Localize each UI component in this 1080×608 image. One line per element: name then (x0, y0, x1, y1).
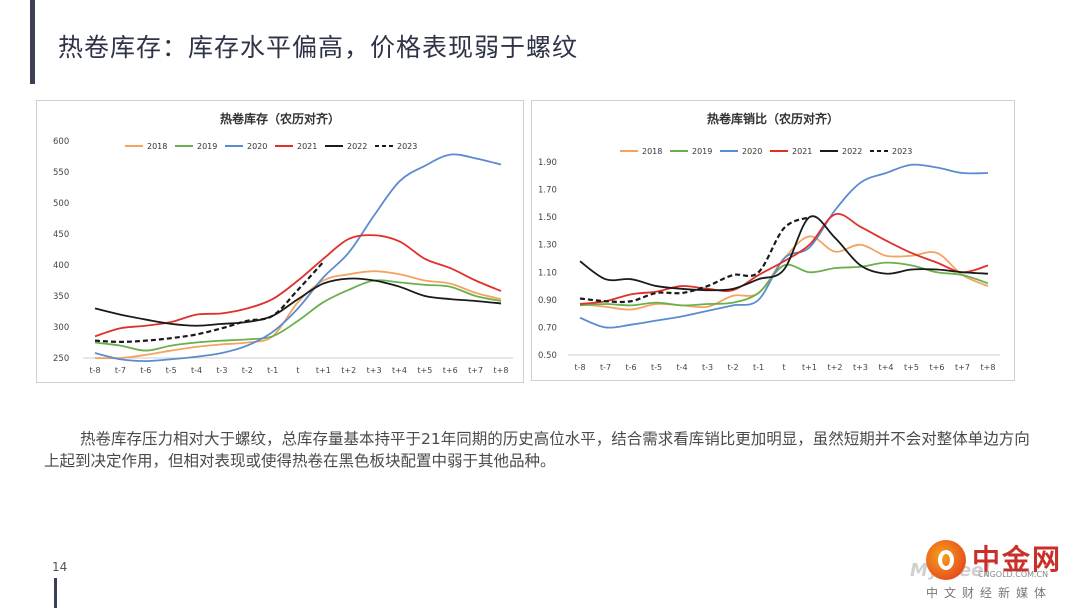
series-line-2020 (579, 163, 989, 329)
y-tick-label: 600 (53, 137, 69, 147)
legend-label: 2018 (642, 147, 662, 156)
inventory-chart-panel: 热卷库存（农历对齐） 250 300 350 400 450 500 550 600 t-8 t-7… (36, 100, 524, 383)
series-line-2023 (94, 261, 325, 343)
x-tick-label: t-7 (115, 366, 126, 375)
x-tick-label: t+1 (802, 363, 817, 372)
logo-subtitle: 中文财经新媒体 (926, 586, 1053, 600)
logo-name: 中金网 (972, 543, 1063, 576)
x-tick-label: t-6 (140, 366, 151, 375)
x-tick-label: t-7 (600, 363, 611, 372)
series-line-2018 (94, 270, 502, 360)
x-tick-label: t+8 (494, 366, 509, 375)
series-line-2023 (579, 216, 810, 304)
x-tick-label: t+6 (443, 366, 458, 375)
logo-mark-icon (926, 540, 966, 580)
x-tick-label: t-2 (242, 366, 253, 375)
x-tick-label: t (296, 366, 299, 375)
y-tick-label: 550 (53, 168, 69, 178)
y-tick-label: 0.90 (538, 296, 557, 306)
y-tick-label: 1.70 (538, 186, 557, 196)
series-line-2018 (579, 235, 989, 311)
summary-text: 热卷库存压力相对大于螺纹，总库存量基本持平于21年同期的历史高位水平，结合需求看… (44, 430, 1030, 470)
legend-label: 2021 (792, 147, 812, 156)
summary-paragraph: 热卷库存压力相对大于螺纹，总库存量基本持平于21年同期的历史高位水平，结合需求看… (44, 428, 1034, 472)
y-tick-label: 0.70 (538, 323, 557, 333)
x-tick-label: t-4 (191, 366, 202, 375)
page-number: 14 (52, 560, 68, 574)
x-tick-label: t (782, 363, 785, 372)
x-tick-label: t+1 (316, 366, 331, 375)
x-tick-label: t+5 (904, 363, 919, 372)
x-tick-label: t-4 (676, 363, 687, 372)
legend-label: 2019 (197, 142, 217, 151)
x-tick-label: t+4 (392, 366, 407, 375)
inventory-chart: 热卷库存（农历对齐） 250 300 350 400 450 500 550 600 t-8 t-7… (53, 111, 513, 375)
x-tick-label: t+6 (930, 363, 945, 372)
logo-url: CNGOLD.COM.CN (978, 570, 1049, 579)
y-tick-label: 1.10 (538, 268, 557, 278)
y-tick-label: 400 (53, 261, 69, 271)
legend-label: 2023 (397, 142, 417, 151)
series-line-2022 (579, 215, 989, 292)
x-tick-label: t+5 (417, 366, 432, 375)
x-tick-label: t+7 (955, 363, 970, 372)
y-tick-label: 1.50 (538, 213, 557, 223)
legend-label: 2019 (692, 147, 712, 156)
series-line-2019 (579, 261, 989, 307)
x-tick-label: t-8 (89, 366, 100, 375)
legend-label: 2023 (892, 147, 912, 156)
x-tick-label: t-6 (625, 363, 636, 372)
x-tick-label: t-2 (727, 363, 738, 372)
x-tick-label: t+2 (828, 363, 843, 372)
series-line-2021 (579, 212, 989, 305)
stock-to-sales-chart: 热卷库销比（农历对齐） 0.50 0.70 0.90 1.10 1.30 1.50 1.70 1… (538, 111, 1000, 372)
stock-to-sales-chart-panel: 热卷库销比（农历对齐） 0.50 0.70 0.90 1.10 1.30 1.50 1.70 1… (531, 100, 1015, 381)
x-tick-label: t+8 (981, 363, 996, 372)
footer-accent-bar (54, 578, 57, 608)
x-tick-label: t+3 (367, 366, 382, 375)
legend-label: 2022 (347, 142, 367, 151)
chart-title: 热卷库销比（农历对齐） (707, 111, 839, 126)
y-tick-label: 1.90 (538, 158, 557, 168)
slide-title: 热卷库存：库存水平偏高，价格表现弱于螺纹 (58, 33, 579, 62)
x-tick-label: t-5 (166, 366, 177, 375)
y-tick-label: 250 (53, 354, 69, 364)
x-tick-label: t-1 (267, 366, 278, 375)
y-tick-label: 350 (53, 292, 69, 302)
x-tick-label: t+7 (468, 366, 483, 375)
x-tick-label: t-3 (702, 363, 713, 372)
x-tick-label: t+3 (853, 363, 868, 372)
y-tick-label: 1.30 (538, 241, 557, 251)
brand-logo: Mysteel 中金网 CNGOLD.COM.CN 中文财经新媒体 (910, 530, 1078, 608)
series-line-2022 (94, 277, 502, 327)
legend-label: 2021 (297, 142, 317, 151)
y-tick-label: 0.50 (538, 351, 557, 361)
x-tick-label: t-1 (753, 363, 764, 372)
x-tick-label: t+2 (341, 366, 356, 375)
x-tick-label: t-8 (574, 363, 585, 372)
series-line-2019 (94, 279, 502, 352)
legend-label: 2020 (742, 147, 762, 156)
x-tick-label: t-5 (651, 363, 662, 372)
legend-label: 2020 (247, 142, 267, 151)
y-tick-label: 450 (53, 230, 69, 240)
legend-label: 2022 (842, 147, 862, 156)
y-tick-label: 300 (53, 323, 69, 333)
title-accent-bar (30, 0, 35, 84)
legend-label: 2018 (147, 142, 167, 151)
y-tick-label: 500 (53, 199, 69, 209)
x-tick-label: t-3 (216, 366, 227, 375)
chart-title: 热卷库存（农历对齐） (220, 111, 340, 126)
series-line-2020 (94, 153, 502, 363)
x-tick-label: t+4 (879, 363, 894, 372)
